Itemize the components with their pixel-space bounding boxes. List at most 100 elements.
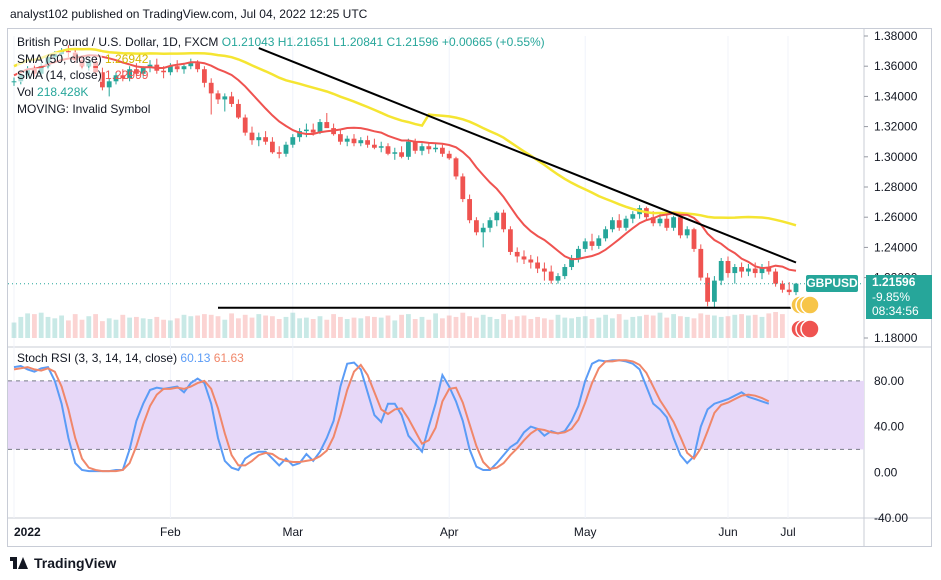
volume-bar — [229, 313, 234, 338]
volume-bar — [358, 318, 364, 338]
candle-body — [276, 152, 282, 154]
volume-bar — [256, 314, 262, 338]
candle-body — [467, 199, 472, 221]
candle-body — [412, 141, 418, 151]
candle-body — [650, 217, 656, 224]
volume-bar — [582, 316, 588, 338]
candle-body — [480, 227, 486, 233]
candle-body — [188, 63, 194, 67]
candle-body — [344, 138, 350, 142]
symbol-label: British Pound / U.S. Dollar, 1D, FXCM — [17, 35, 219, 49]
time-tick-label: Apr — [440, 525, 459, 539]
vol-value: 218.428K — [37, 85, 89, 99]
volume-bar — [120, 314, 126, 338]
candle-body — [426, 146, 432, 150]
volume-bar — [188, 316, 194, 338]
price-tick-label: 1.38000 — [874, 29, 918, 43]
currency-flag-icon — [800, 295, 820, 315]
volume-bar — [759, 316, 765, 338]
candle-body — [406, 141, 411, 157]
candle-body — [759, 267, 765, 274]
volume-bar — [480, 314, 486, 338]
candle-body — [140, 67, 146, 74]
candle-body — [222, 96, 228, 100]
volume-bar — [712, 315, 717, 338]
candle-body — [372, 144, 377, 148]
candle-body — [365, 140, 370, 145]
candle-body — [712, 280, 717, 302]
volume-bar — [38, 312, 44, 338]
stoch-band — [8, 380, 864, 450]
candle-body — [358, 140, 364, 144]
volume-bar — [508, 319, 513, 338]
price-tick-label: 1.24000 — [874, 240, 918, 254]
stoch-label: Stoch RSI (3, 3, 14, 14, close) — [17, 351, 178, 365]
candle-body — [453, 158, 459, 177]
volume-bar — [589, 319, 595, 338]
candle-body — [419, 146, 425, 151]
volume-bar — [222, 319, 228, 338]
volume-bar — [378, 317, 384, 338]
sma50-line — [13, 47, 797, 227]
last-price: 1.21596 — [872, 275, 916, 289]
volume-bar — [304, 317, 309, 338]
candle-body — [290, 137, 296, 145]
brand-name: TradingView — [34, 555, 117, 571]
candle-body — [766, 267, 772, 272]
candle-body — [698, 248, 704, 278]
candle-body — [304, 129, 309, 132]
candle-body — [433, 147, 438, 150]
stoch-k-value: 60.13 — [180, 351, 211, 365]
volume-bar — [474, 317, 479, 338]
candle-body — [215, 93, 221, 100]
candle-body — [752, 268, 758, 274]
candle-body — [603, 229, 608, 239]
candle-body — [283, 144, 289, 154]
volume-bar — [616, 314, 622, 338]
candle-body — [691, 229, 697, 249]
candle-body — [630, 214, 636, 219]
sma14-value: 1.22999 — [105, 68, 149, 82]
stoch-tick-label: 40.00 — [874, 420, 904, 434]
volume-bar — [555, 314, 561, 338]
volume-bar — [174, 318, 180, 338]
candle-body — [542, 268, 547, 272]
volume-bar — [671, 314, 676, 338]
volume-bar — [725, 316, 731, 338]
candle-body — [487, 220, 493, 228]
volume-bar — [732, 314, 738, 338]
candle-body — [678, 217, 683, 236]
volume-bar — [52, 318, 58, 338]
stoch-k-line — [13, 359, 770, 473]
legend-sma50: SMA (50, close) 1.26942 — [17, 51, 148, 67]
volume-bar — [208, 314, 214, 338]
volume-bar — [310, 319, 316, 338]
ohlc-values: O1.21043 H1.21651 L1.20841 C1.21596 +0.0… — [221, 35, 545, 49]
candle-body — [610, 220, 615, 230]
volume-bar — [324, 319, 330, 338]
volume-bar — [66, 320, 71, 338]
candle-body — [793, 283, 799, 293]
volume-bar — [657, 312, 663, 338]
stoch-tick-label: 80.00 — [874, 374, 904, 388]
volume-bar — [399, 314, 404, 338]
volume-bar — [630, 316, 636, 338]
candle-body — [780, 283, 785, 290]
volume-bar — [290, 312, 296, 338]
time-tick-label: May — [574, 525, 597, 539]
volume-bar — [678, 316, 683, 338]
candle-body — [582, 241, 588, 249]
sma14-label: SMA (14, close) — [17, 68, 102, 82]
candle-body — [242, 117, 248, 133]
price-tick-label: 1.18000 — [874, 331, 918, 345]
time-tick-label: Jul — [780, 525, 795, 539]
volume-bar — [32, 314, 37, 338]
candle-body — [11, 81, 17, 83]
volume-bar — [419, 316, 425, 338]
stoch-tick-label: 0.00 — [874, 465, 898, 479]
time-tick-label: Feb — [160, 525, 181, 539]
volume-bar — [514, 316, 520, 338]
volume-bar — [548, 319, 554, 338]
candle-body — [732, 267, 738, 274]
